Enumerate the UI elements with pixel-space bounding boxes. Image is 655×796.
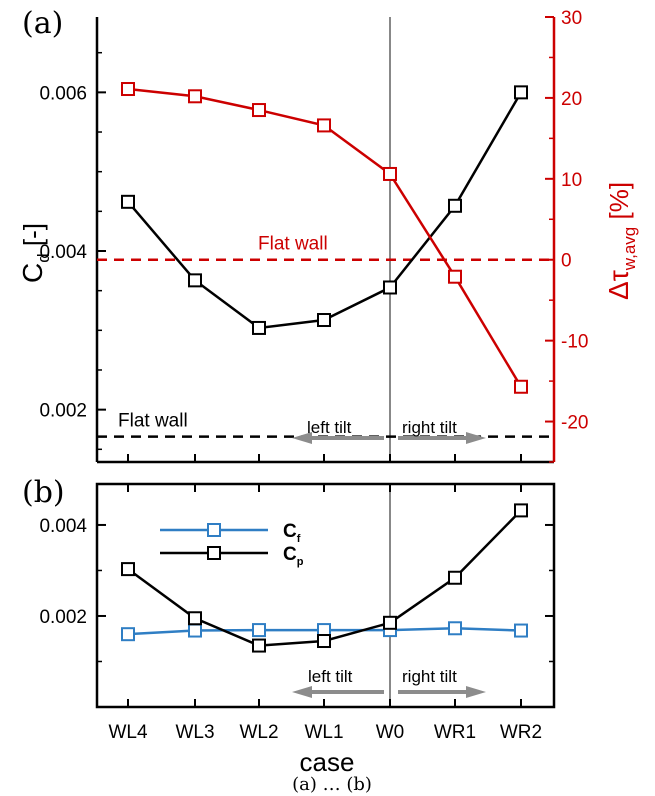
panel-a-flat-wall-label: Flat wall bbox=[258, 234, 328, 255]
panel-b-x-tick-label: WR2 bbox=[500, 722, 542, 743]
panel-b-data-point bbox=[188, 623, 202, 638]
panel-b-right-arrow bbox=[398, 686, 486, 698]
panel-b-right-tilt-label: right tilt bbox=[402, 667, 457, 686]
panel-a-y-tick-label: 0.002 bbox=[39, 401, 87, 422]
panel-b-legend-label-part: p bbox=[297, 556, 304, 568]
panel-a-y-label-part: d bbox=[34, 253, 53, 262]
panel-a-chart: 0.006 0.004 0.002 30 20 10 0 -10 -20 Flat wall Fla… bbox=[17, 6, 639, 464]
panel-a-data-point bbox=[317, 313, 331, 328]
panel-b-data-point bbox=[514, 503, 528, 518]
panel-a-data-point bbox=[383, 280, 397, 295]
panel-b-data-point bbox=[514, 623, 528, 638]
panel-b-data-point bbox=[252, 638, 266, 653]
panel-a-flat-wall-label: Flat wall bbox=[118, 411, 188, 432]
panel-b-data-point bbox=[383, 615, 397, 630]
panel-b-data-point bbox=[252, 623, 266, 638]
panel-b-x-tick-label: WR1 bbox=[434, 722, 476, 743]
panel-a-data-point bbox=[317, 118, 331, 133]
panel-a-y-label-part: [-] bbox=[18, 223, 48, 253]
panel-a-data-point bbox=[252, 320, 266, 335]
figure-caption: (a) … (b) bbox=[292, 774, 372, 795]
panel-b-legend-label-part: C bbox=[283, 544, 297, 565]
panel-b-x-tick-label: WL4 bbox=[108, 722, 148, 743]
panel-a-data-point bbox=[514, 85, 528, 100]
panel-b-legend-label: Cf bbox=[283, 521, 301, 545]
panel-b-x-tick-label: WL3 bbox=[175, 722, 214, 743]
panel-a-right-tick-label: 10 bbox=[561, 170, 582, 191]
panel-a-right-tick-label: 0 bbox=[561, 251, 572, 272]
panel-b-x-tick-label: W0 bbox=[376, 722, 405, 743]
panel-a-right-y-label: Δτw,avg [%] bbox=[603, 182, 639, 300]
panel-b-legend-marker bbox=[207, 546, 221, 560]
panel-a-right-tick-label: 30 bbox=[561, 8, 582, 29]
panel-b-y-tick-label: 0.002 bbox=[39, 607, 87, 628]
panel-b-left-arrow bbox=[292, 686, 384, 698]
panel-b-frame bbox=[95, 482, 556, 709]
panel-b-left-tilt-label: left tilt bbox=[308, 667, 353, 686]
panel-a-y-label: Cd [-] bbox=[17, 223, 53, 283]
panel-a-right-tick-label: -10 bbox=[561, 332, 588, 353]
panel-a-y-label-part: C bbox=[17, 263, 48, 283]
panel-a-y-tick-label: 0.004 bbox=[39, 242, 87, 263]
panel-a-data-point bbox=[188, 273, 202, 288]
panel-b-legend-label: Cp bbox=[283, 544, 304, 568]
panel-b-x-tick-label: WL2 bbox=[239, 722, 278, 743]
panel-b-x-tick-label: WL1 bbox=[304, 722, 343, 743]
panel-a-right-y-label-part: w,avg bbox=[620, 227, 639, 271]
panel-a-left-arrow bbox=[292, 432, 384, 444]
panel-a-data-point bbox=[252, 103, 266, 118]
panel-a-y-tick-label: 0.006 bbox=[39, 83, 87, 104]
panel-b-legend-label-part: C bbox=[283, 521, 297, 542]
panel-a-data-point bbox=[121, 82, 135, 97]
panel-b-tag: (b) bbox=[22, 475, 65, 510]
panel-a-right-tilt-label: right tilt bbox=[402, 418, 457, 437]
panel-a-data-point bbox=[448, 269, 462, 284]
panel-a-right-y-label-part: Δτ bbox=[603, 270, 634, 300]
panel-a-data-point bbox=[121, 194, 135, 209]
panel-a-data-point bbox=[383, 166, 397, 181]
panel-a-right-arrow bbox=[398, 432, 486, 444]
panel-a-left-tilt-label: left tilt bbox=[307, 418, 352, 437]
panel-a-tag: (a) bbox=[22, 6, 63, 41]
panel-b-data-point bbox=[448, 570, 462, 585]
panel-b-data-point bbox=[121, 562, 135, 577]
panel-a-right-tick-label: 20 bbox=[561, 89, 582, 110]
panel-b-chart: WL4 WL3 WL2 WL1 W0 WR1 WR2 0.004 0.002 left tilt r… bbox=[22, 475, 556, 777]
panel-a-data-point bbox=[188, 89, 202, 104]
panel-b-data-point bbox=[121, 627, 135, 642]
panel-a-right-y-label-part: [%] bbox=[604, 182, 634, 227]
panel-b-data-point bbox=[317, 634, 331, 649]
panel-b-x-label: case bbox=[300, 747, 355, 777]
panel-a-data-point bbox=[448, 198, 462, 213]
panel-b-data-point bbox=[448, 621, 462, 636]
panel-b-data-point bbox=[188, 611, 202, 626]
panel-b-legend-label-part: f bbox=[297, 533, 301, 545]
panel-b-legend-marker bbox=[207, 523, 221, 537]
panel-a-data-point bbox=[514, 379, 528, 394]
panel-a-right-tick-label: -20 bbox=[561, 413, 588, 434]
panel-b-y-tick-label: 0.004 bbox=[39, 516, 87, 537]
